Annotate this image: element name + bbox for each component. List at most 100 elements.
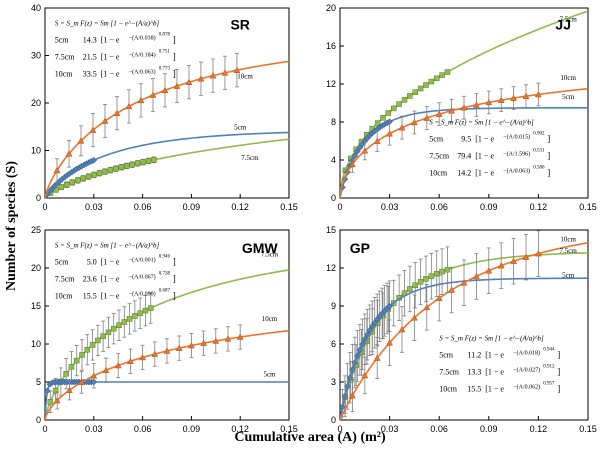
curve-label-10cm: 10cm [237,72,253,80]
equation-body: [1 − e [101,275,120,284]
point-10cm [398,325,406,333]
point-5cm [361,335,369,343]
x-tick-label: 0.15 [579,424,597,434]
equation-block: S = S_m F(z) = Sm [1 − e^−(A/a)^b] 5cm 9.5… [429,118,550,177]
equation-general: S = S_m F(z) = Sm [1 − e^−(A/a)^b] [439,335,544,343]
point-5cm [351,152,359,160]
x-tick-label: 0.15 [579,202,597,212]
equation-sm-10cm: 33.5 [83,70,97,79]
point-7.5cm [385,110,392,116]
point-10cm [89,126,97,133]
curve-label-7.5cm: 7.5cm [560,15,578,23]
x-axis-label: Cumulative area (A) (m²) [234,430,386,445]
point-10cm [187,342,195,349]
point-10cm [149,91,157,98]
point-10cm [472,272,480,280]
point-7.5cm [374,120,381,126]
point-7.5cm [147,305,154,311]
point-10cm [448,286,456,293]
point-10cm [101,117,109,124]
point-10cm [78,378,86,386]
x-tick-label: 0.15 [280,202,298,212]
x-tick-label: 0 [42,202,47,212]
equation-bracket: ] [547,150,550,160]
point-5cm [358,340,366,348]
equation-bracket: ] [547,167,550,177]
point-7.5cm [129,161,135,168]
y-tick-label: 8 [331,117,336,127]
equation-b-7.5cm: 0.531 [533,148,545,153]
point-7.5cm [132,313,138,319]
curve-label-10cm: 10cm [262,315,278,323]
equation-name-7.5cm: 7.5cm [429,151,450,160]
curve-label-5cm: 5cm [234,124,247,132]
point-10cm [423,303,431,311]
point-7.5cm [102,168,108,175]
equation-name-10cm: 10cm [429,168,448,177]
equation-name-7.5cm: 7.5cm [55,275,76,284]
point-7.5cm [121,319,128,325]
point-10cm [497,96,505,103]
point-7.5cm [74,177,81,184]
equation-sm-7.5cm: 21.5 [83,53,97,62]
equation-a-5cm: −(A/0.001) [129,257,156,264]
point-10cm [398,124,406,131]
y-tick-label: 10 [31,146,41,156]
equation-a-7.5cm: −(A/1.596) [503,150,530,157]
point-5cm [354,352,361,360]
y-tick-label: 25 [31,225,41,235]
point-7.5cm [110,325,117,332]
equation-name-10cm: 10cm [439,385,458,394]
point-7.5cm [134,160,141,167]
point-5cm [351,359,359,366]
equation-b-5cm: 0.878 [159,33,171,38]
equation-body: [1 − e [101,53,120,62]
y-tick-label: 20 [31,98,41,108]
point-7.5cm [428,273,435,279]
point-7.5cm [85,173,92,180]
point-7.5cm [396,101,402,107]
equation-name-5cm: 5cm [55,258,70,267]
equation-bracket: ] [557,350,560,360]
curve-label-5cm: 5cm [562,93,575,101]
point-5cm [90,156,98,164]
plot-frame [44,229,290,421]
x-tick-label: 0.03 [85,202,103,212]
point-10cm [534,90,542,98]
point-7.5cm [433,75,440,82]
point-10cm [102,366,110,374]
equation-b-7.5cm: 0.751 [159,50,171,55]
point-10cm [185,78,193,85]
equation-sm-10cm: 14.2 [457,168,471,177]
point-10cm [77,137,85,144]
point-10cm [53,396,61,404]
y-tick-label: 0 [331,415,336,425]
point-10cm [348,392,356,399]
y-tick-label: 0 [36,193,41,203]
point-7.5cm [73,357,80,364]
point-10cm [90,372,98,379]
point-7.5cm [145,158,152,164]
equation-bracket: ] [173,274,176,284]
point-7.5cm [412,89,418,95]
curve-label-7.5cm: 7.5cm [560,247,578,255]
point-5cm [386,302,393,310]
point-10cm [126,357,134,365]
x-tick-label: 0.06 [430,424,448,434]
point-10cm [435,294,443,301]
x-tick-label: 0.03 [85,424,103,434]
point-7.5cm [439,72,445,78]
y-tick-label: 5 [36,377,41,387]
y-tick-label: 9 [331,301,336,311]
equation-b-10cm: 0.773 [159,67,171,72]
point-7.5cm [58,184,65,190]
equation-sm-10cm: 15.5 [467,385,481,394]
point-10cm [423,114,431,121]
point-10cm [212,337,220,344]
point-5cm [45,387,51,395]
point-10cm [497,262,505,269]
point-10cm [65,386,73,393]
point-10cm [386,339,394,346]
x-tick-label: 0.09 [183,424,201,434]
